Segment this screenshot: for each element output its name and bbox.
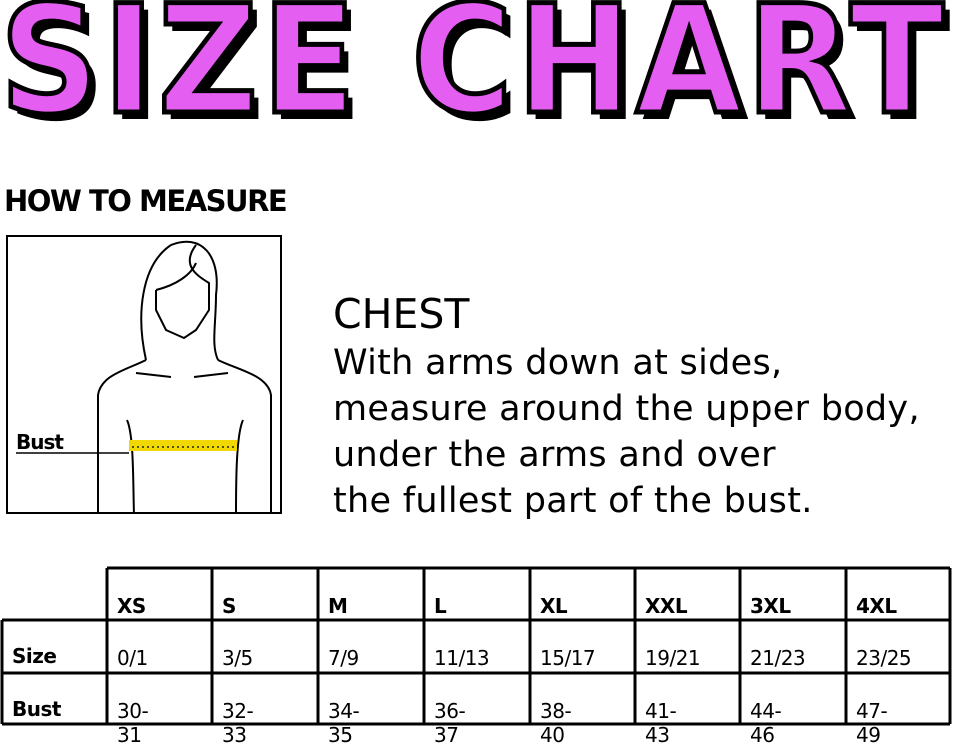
table-cell: 38-40 bbox=[540, 699, 572, 747]
table-cell: 32-33 bbox=[222, 699, 254, 747]
table-cell: 7/9 bbox=[328, 646, 359, 670]
table-cell: 23/25 bbox=[856, 646, 912, 670]
column-header: 3XL bbox=[750, 594, 791, 618]
measure-figure: Bust bbox=[6, 235, 282, 514]
table-cell: 15/17 bbox=[540, 646, 596, 670]
table-cell: 21/23 bbox=[750, 646, 806, 670]
column-header: 4XL bbox=[856, 594, 897, 618]
instruction-line: With arms down at sides, bbox=[333, 343, 783, 383]
instruction-line: measure around the upper body, bbox=[333, 389, 920, 429]
table-cell: 30-31 bbox=[117, 699, 149, 747]
how-to-measure-heading: HOW TO MEASURE bbox=[4, 184, 288, 218]
bust-label: Bust bbox=[16, 430, 64, 454]
column-header: XXL bbox=[645, 594, 688, 618]
instruction-line: the fullest part of the bust. bbox=[333, 481, 813, 521]
table-cell: 0/1 bbox=[117, 646, 148, 670]
table-cell: 19/21 bbox=[645, 646, 701, 670]
row-label: Bust bbox=[12, 697, 61, 721]
column-header: XL bbox=[540, 594, 568, 618]
chest-instructions: With arms down at sides, measure around … bbox=[333, 340, 920, 524]
table-cell: 11/13 bbox=[434, 646, 490, 670]
page-title: SIZE CHART bbox=[0, 0, 948, 148]
table-cell: 34-35 bbox=[328, 699, 360, 747]
column-header: M bbox=[328, 594, 348, 618]
chest-heading: CHEST bbox=[333, 290, 470, 338]
column-header: L bbox=[434, 594, 447, 618]
table-grid bbox=[0, 566, 952, 726]
row-label: Size bbox=[12, 644, 57, 668]
table-cell: 44-46 bbox=[750, 699, 782, 747]
table-cell: 47-49 bbox=[856, 699, 888, 747]
table-cell: 41-43 bbox=[645, 699, 677, 747]
column-header: XS bbox=[117, 594, 146, 618]
table-cell: 36-37 bbox=[434, 699, 466, 747]
column-header: S bbox=[222, 594, 236, 618]
table-cell: 3/5 bbox=[222, 646, 253, 670]
instruction-line: under the arms and over bbox=[333, 435, 776, 475]
